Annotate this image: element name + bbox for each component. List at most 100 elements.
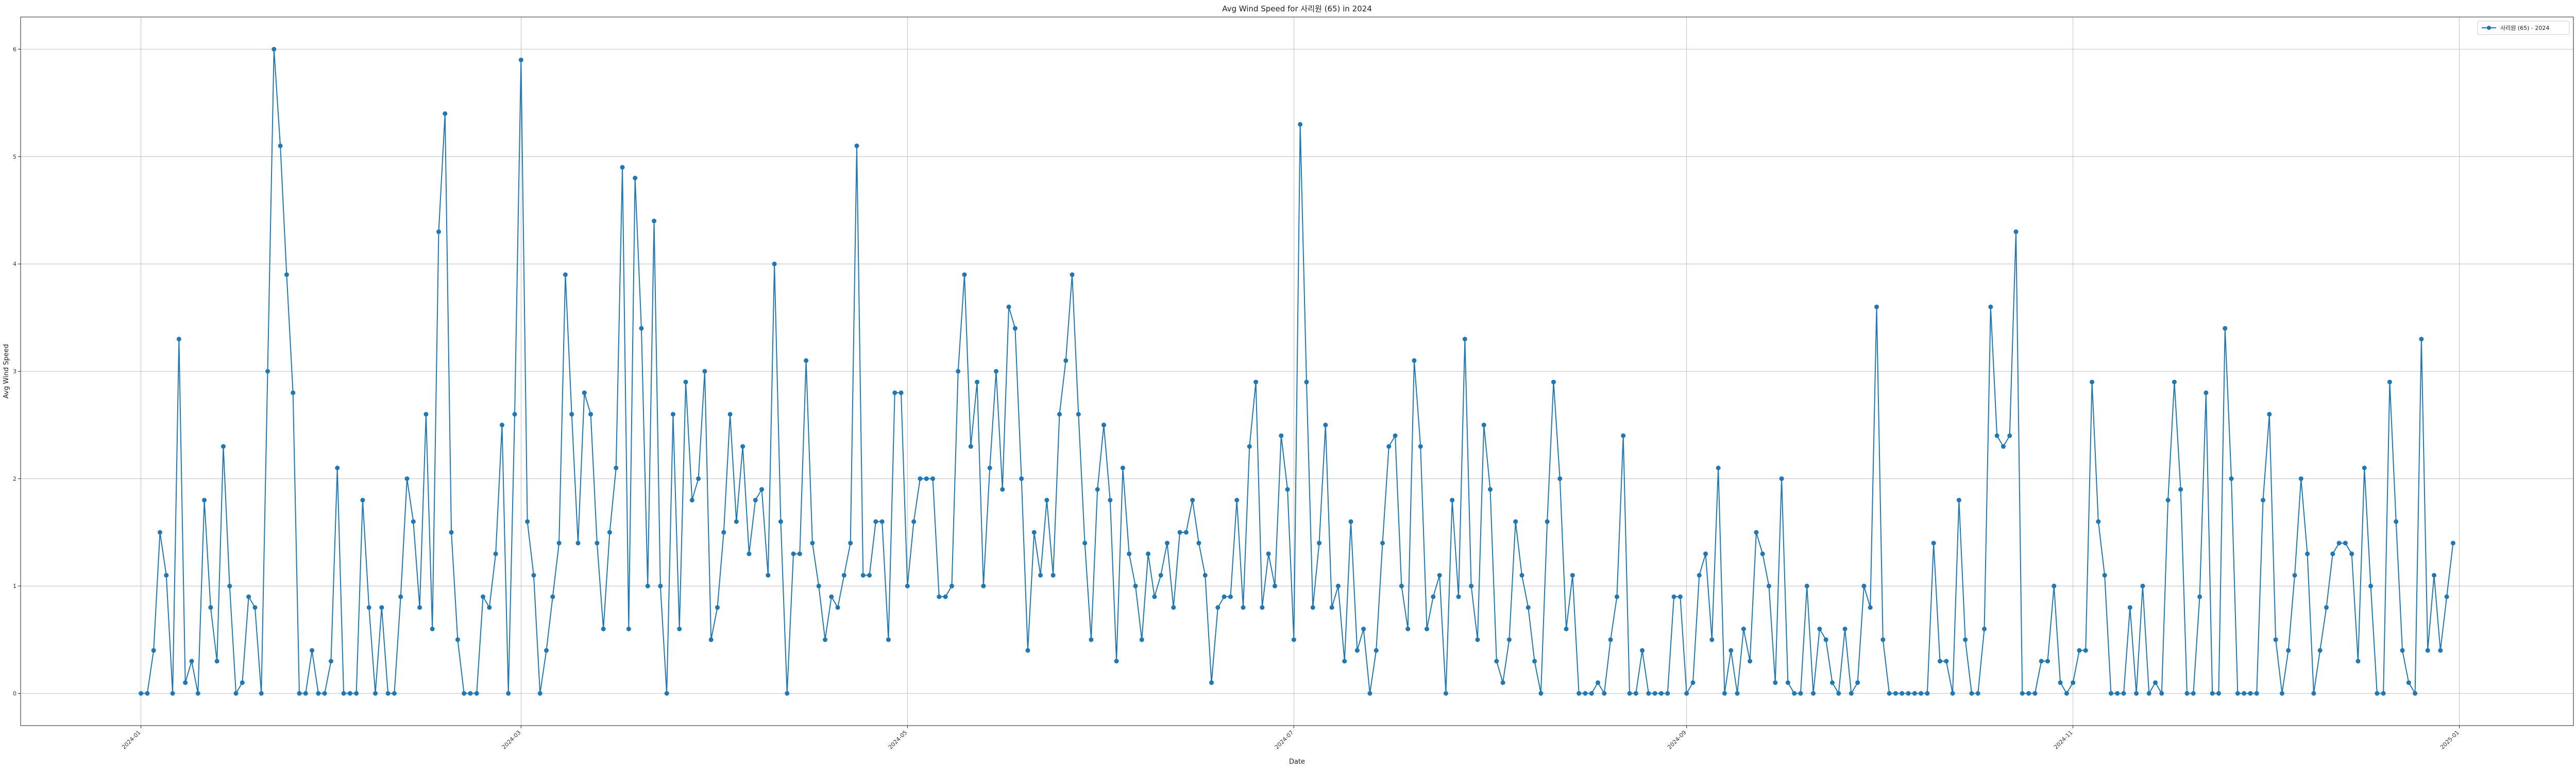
data-point (158, 530, 162, 535)
data-point (227, 583, 232, 589)
data-point (1570, 573, 1575, 578)
data-point (1671, 594, 1676, 599)
data-point (1900, 691, 1905, 696)
data-point (1437, 573, 1442, 578)
data-point (417, 605, 422, 610)
data-point (2013, 229, 2019, 234)
data-point (474, 691, 479, 696)
data-point (1880, 637, 1886, 642)
data-point (943, 594, 948, 599)
data-point (1412, 358, 1417, 363)
data-point (1798, 691, 1803, 696)
data-point (411, 519, 416, 524)
chart-title: Avg Wind Speed for 사리원 (65) in 2024 (1222, 4, 1372, 13)
data-point (569, 412, 574, 417)
data-point (1722, 691, 1727, 696)
data-point (335, 465, 340, 470)
data-point (1703, 551, 1708, 557)
data-point (2108, 691, 2113, 696)
data-point (1183, 530, 1189, 535)
data-point (2090, 379, 2095, 384)
data-point (1298, 122, 1303, 127)
data-point (2071, 680, 2076, 685)
data-point (518, 57, 523, 62)
data-point (1095, 487, 1100, 492)
data-point (1012, 326, 1018, 331)
data-point (436, 229, 441, 234)
data-point (221, 444, 226, 449)
data-point (291, 390, 296, 395)
data-point (1019, 476, 1024, 481)
data-point (1279, 433, 1284, 438)
data-point (1868, 605, 1873, 610)
data-point (1038, 573, 1043, 578)
data-point (2242, 691, 2247, 696)
y-tick-label: 5 (13, 154, 16, 160)
data-point (1906, 691, 1911, 696)
data-point (2083, 648, 2088, 653)
series-marker-layer (139, 47, 2455, 696)
data-point (1811, 691, 1816, 696)
data-point (879, 519, 885, 524)
data-point (373, 691, 378, 696)
data-point (2368, 583, 2374, 589)
data-point (1684, 691, 1689, 696)
data-point (1849, 691, 1854, 696)
data-point (1374, 648, 1379, 653)
data-point (366, 605, 371, 610)
data-point (2197, 594, 2202, 599)
data-point (987, 465, 992, 470)
data-point (2336, 541, 2342, 546)
data-point (2286, 648, 2291, 653)
data-point (1152, 594, 1157, 599)
data-point (310, 648, 315, 653)
data-point (1209, 680, 1214, 685)
data-point (2362, 465, 2367, 470)
data-point (670, 412, 675, 417)
data-point (1526, 605, 1531, 610)
data-point (563, 272, 568, 277)
data-point (1893, 691, 1898, 696)
data-point (860, 573, 866, 578)
x-axis-label: Date (1289, 758, 1305, 766)
data-point (1994, 433, 1999, 438)
data-point (1101, 423, 1106, 428)
data-point (2127, 605, 2132, 610)
data-point (2425, 648, 2430, 653)
data-point (899, 390, 904, 395)
data-point (2261, 498, 2266, 502)
data-point (316, 691, 321, 696)
data-point (341, 691, 346, 696)
data-point (2153, 680, 2158, 685)
data-point (1690, 680, 1696, 685)
data-point (962, 272, 967, 277)
data-point (1202, 573, 1208, 578)
data-point (1418, 444, 1423, 449)
data-point (1215, 605, 1221, 610)
data-point (1532, 659, 1537, 664)
data-point (1887, 691, 1892, 696)
data-point (195, 691, 200, 696)
data-point (278, 143, 283, 148)
data-point (360, 498, 365, 502)
data-point (1665, 691, 1670, 696)
data-point (1266, 551, 1271, 557)
data-point (2020, 691, 2025, 696)
data-point (1342, 659, 1347, 664)
data-point (1944, 659, 1949, 664)
data-point (1677, 594, 1683, 599)
data-point (930, 476, 936, 481)
data-point (1608, 637, 1613, 642)
data-point (537, 691, 543, 696)
data-point (911, 519, 917, 524)
data-point (468, 691, 473, 696)
data-point (1621, 433, 1626, 438)
data-point (1792, 691, 1797, 696)
data-point (2330, 551, 2335, 557)
data-point (626, 627, 631, 631)
data-point (683, 379, 688, 384)
data-point (246, 594, 251, 599)
data-point (1057, 412, 1062, 417)
data-point (1031, 530, 1037, 535)
